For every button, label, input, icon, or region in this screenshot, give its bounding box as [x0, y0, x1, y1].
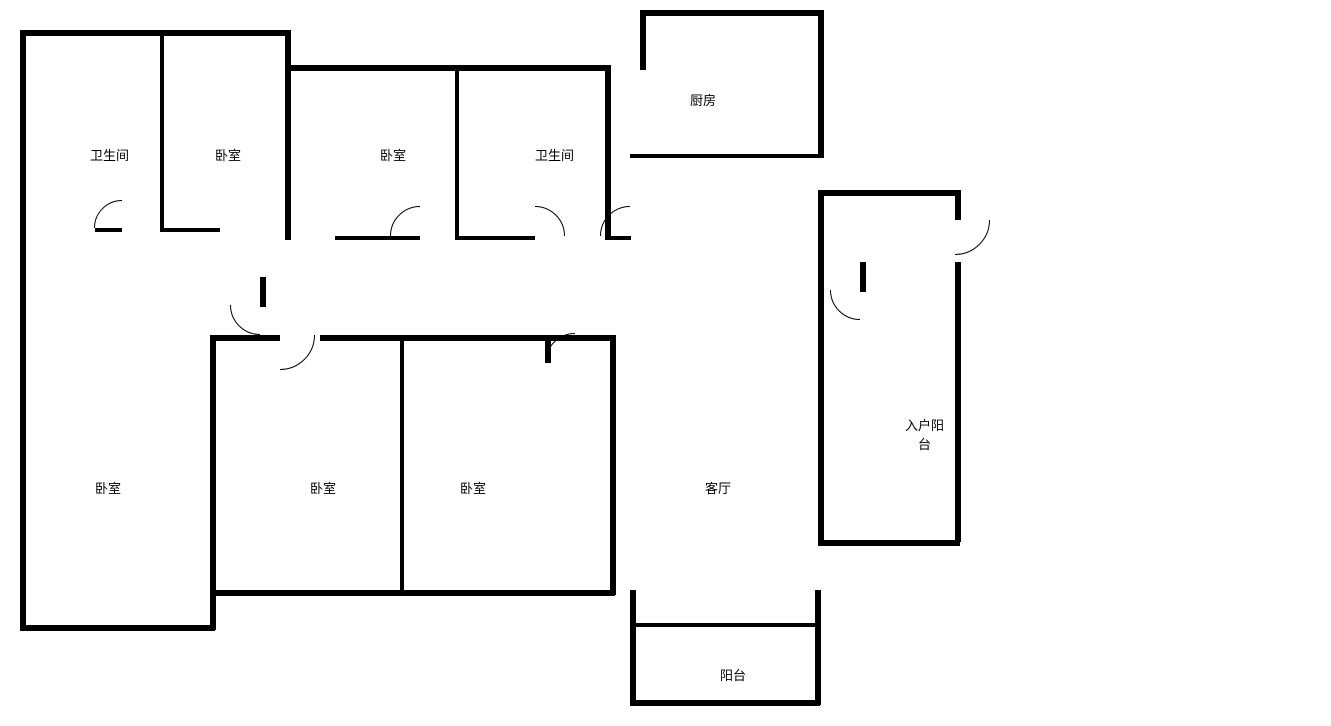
wall-segment [640, 10, 646, 70]
wall-segment [818, 190, 824, 545]
door-swing [94, 200, 122, 228]
room-label-bath-2: 卫生间 [535, 145, 574, 164]
room-label-bed-3: 卧室 [95, 478, 121, 497]
wall-segment [285, 30, 291, 240]
wall-segment [455, 65, 459, 240]
room-label-entry-balcony: 入户阳 台 [905, 415, 944, 453]
door-swing [955, 220, 990, 255]
wall-segment [20, 625, 215, 631]
wall-segment [210, 335, 216, 630]
wall-segment [818, 10, 824, 158]
wall-segment [20, 30, 26, 630]
wall-segment [160, 30, 164, 230]
wall-segment [955, 262, 961, 542]
wall-segment [335, 236, 420, 240]
wall-segment [818, 190, 958, 196]
door-swing [390, 206, 420, 236]
wall-segment [630, 154, 820, 158]
wall-segment [455, 236, 535, 240]
room-label-balcony: 阳台 [720, 665, 746, 684]
wall-segment [160, 228, 220, 232]
wall-segment [285, 65, 610, 71]
wall-segment [860, 262, 866, 292]
wall-segment [630, 590, 636, 705]
wall-segment [955, 190, 961, 220]
wall-segment [640, 10, 820, 16]
wall-segment [630, 700, 820, 706]
room-label-bed-2: 卧室 [380, 145, 406, 164]
door-swing [830, 290, 860, 320]
wall-segment [210, 335, 280, 341]
wall-segment [210, 590, 615, 596]
room-label-bed-1: 卧室 [215, 145, 241, 164]
wall-segment [400, 335, 404, 595]
wall-segment [815, 590, 821, 705]
door-swing [600, 206, 630, 236]
room-label-bed-5: 卧室 [460, 478, 486, 497]
room-label-bath-1: 卫生间 [90, 145, 129, 164]
door-swing [280, 335, 315, 370]
door-swing [545, 333, 575, 363]
wall-segment [260, 277, 266, 307]
wall-segment [630, 623, 820, 627]
wall-segment [20, 30, 290, 36]
room-label-kitchen: 厨房 [690, 90, 716, 109]
wall-segment [818, 540, 960, 546]
room-label-living: 客厅 [705, 478, 731, 497]
room-label-bed-4: 卧室 [310, 478, 336, 497]
wall-segment [605, 236, 631, 240]
door-swing [230, 305, 260, 335]
door-swing [535, 206, 565, 236]
wall-segment [610, 335, 616, 595]
wall-segment [95, 228, 122, 232]
floorplan-stage: 卫生间卧室卧室卫生间厨房卧室卧室卧室客厅入户阳 台阳台 [0, 0, 1331, 726]
